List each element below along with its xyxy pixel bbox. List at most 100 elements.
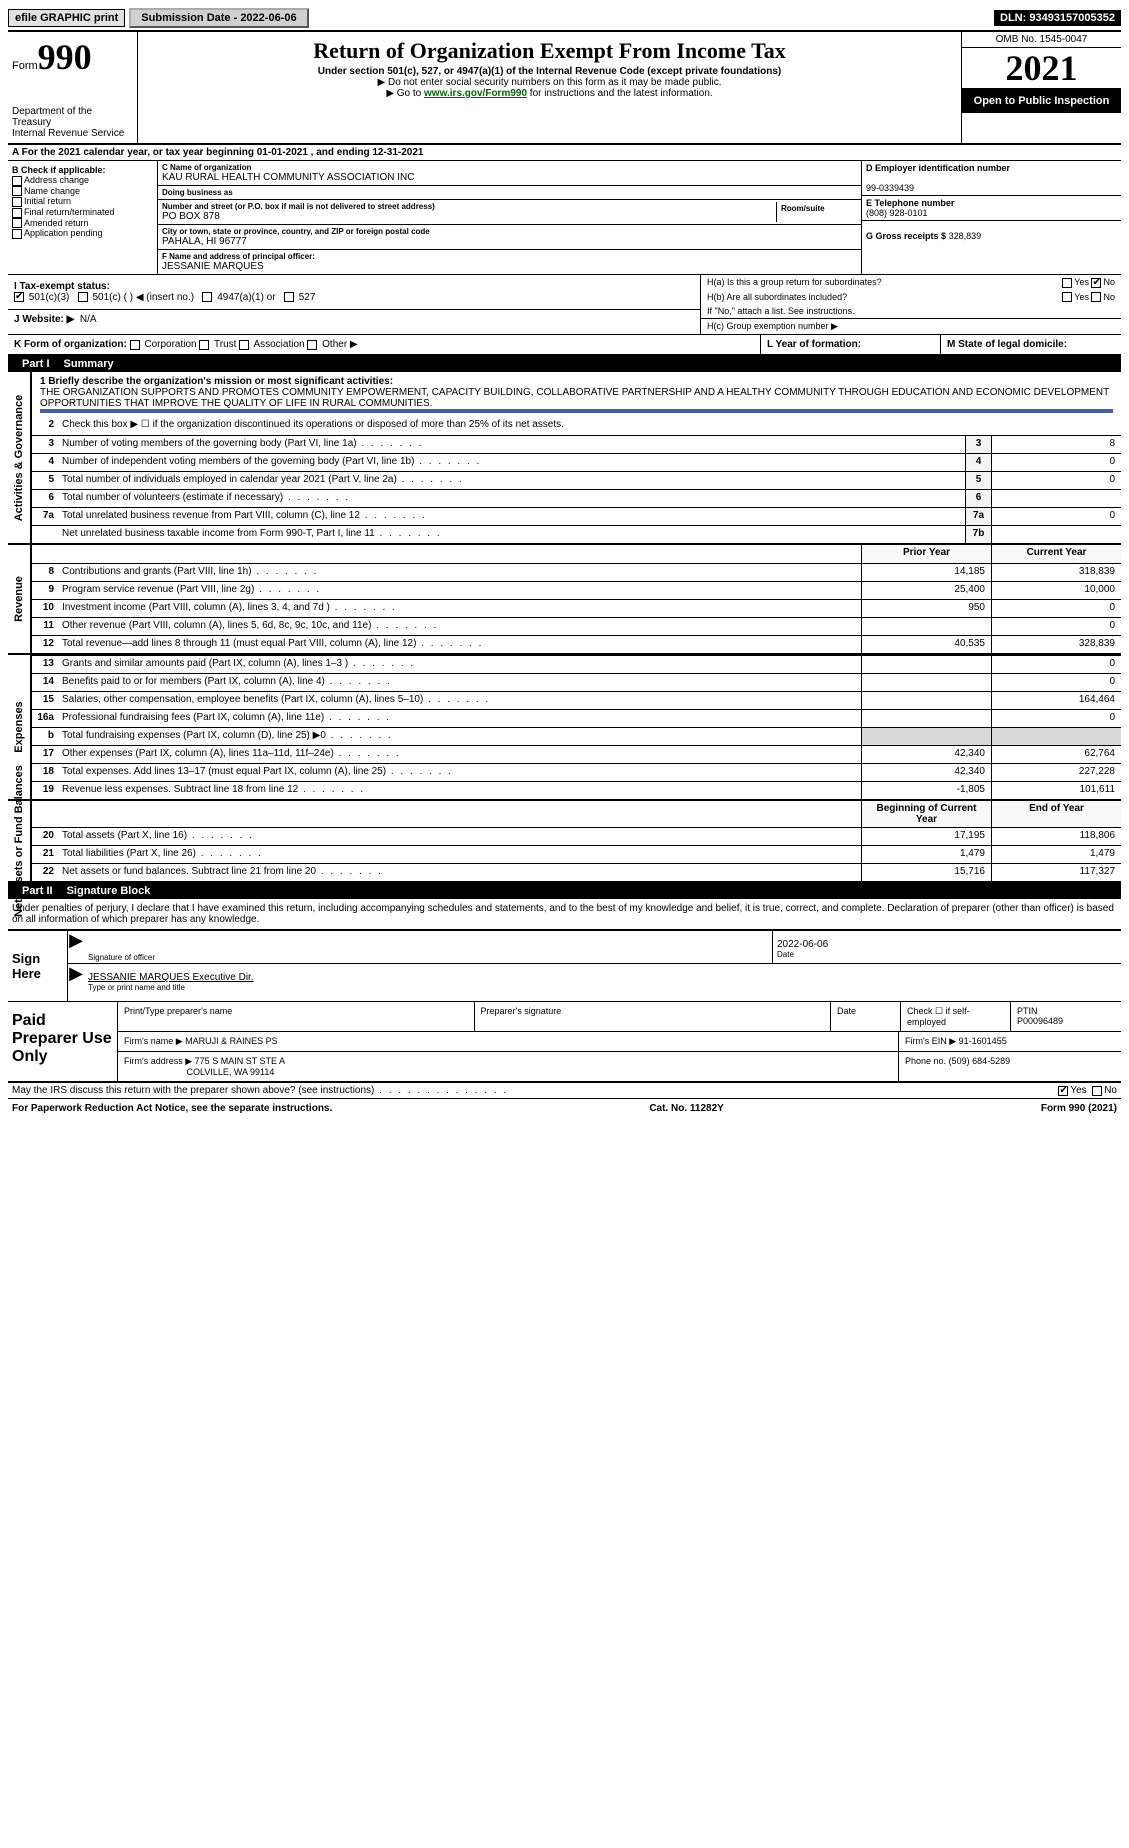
- line-text: Net unrelated business taxable income fr…: [58, 526, 965, 543]
- gross-label: G Gross receipts $: [866, 231, 946, 241]
- section-expenses: Expenses 13Grants and similar amounts pa…: [8, 655, 1121, 801]
- chk-ha-yes[interactable]: [1062, 278, 1072, 288]
- open-to-public: Open to Public Inspection: [962, 89, 1121, 113]
- opt-other: Other ▶: [322, 339, 357, 350]
- chk-corp[interactable]: [130, 340, 140, 350]
- discuss-yes: Yes: [1070, 1085, 1086, 1096]
- chk-527[interactable]: [284, 292, 294, 302]
- gov-line: 6Total number of volunteers (estimate if…: [32, 489, 1121, 507]
- irs-link[interactable]: www.irs.gov/Form990: [424, 88, 527, 99]
- chk-app-pending[interactable]: [12, 229, 22, 239]
- chk-amended[interactable]: [12, 218, 22, 228]
- data-line: 17Other expenses (Part IX, column (A), l…: [32, 745, 1121, 763]
- city-label: City or town, state or province, country…: [162, 227, 857, 236]
- penalty-text: Under penalties of perjury, I declare th…: [8, 899, 1121, 929]
- line-text: Number of voting members of the governin…: [58, 436, 965, 453]
- line-text: Program service revenue (Part VIII, line…: [58, 582, 861, 599]
- line-num: 18: [32, 764, 58, 781]
- line-value: [991, 526, 1121, 543]
- part-ii-header: Part II Signature Block: [8, 883, 1121, 899]
- line-current: 0: [991, 618, 1121, 635]
- line-num: [32, 526, 58, 543]
- line-current: 117,327: [991, 864, 1121, 881]
- gov-line: 5Total number of individuals employed in…: [32, 471, 1121, 489]
- col-b-checkboxes: B Check if applicable: Address change Na…: [8, 161, 158, 274]
- chk-4947[interactable]: [202, 292, 212, 302]
- form-title: Return of Organization Exempt From Incom…: [146, 38, 953, 64]
- chk-name-change[interactable]: [12, 186, 22, 196]
- row-fhij: I Tax-exempt status: 501(c)(3) 501(c) ( …: [8, 275, 1121, 335]
- chk-discuss-no[interactable]: [1092, 1086, 1102, 1096]
- form-footer: Form 990 (2021): [1041, 1103, 1117, 1114]
- data-line: 15Salaries, other compensation, employee…: [32, 691, 1121, 709]
- section-revenue: Revenue Prior Year Current Year 8Contrib…: [8, 545, 1121, 655]
- data-line: 13Grants and similar amounts paid (Part …: [32, 655, 1121, 673]
- chk-address-change[interactable]: [12, 176, 22, 186]
- state-domicile-label: M State of legal domicile:: [947, 339, 1067, 350]
- side-label-exp: Expenses: [13, 702, 25, 753]
- line-prior: [861, 710, 991, 727]
- chk-hb-no[interactable]: [1091, 292, 1101, 302]
- chk-501c3[interactable]: [14, 292, 24, 302]
- form-word: Form: [12, 60, 38, 72]
- opt-corp: Corporation: [144, 339, 196, 350]
- street-label: Number and street (or P.O. box if mail i…: [162, 202, 776, 211]
- line-text: Total expenses. Add lines 13–17 (must eq…: [58, 764, 861, 781]
- irs-label: Internal Revenue Service: [12, 128, 133, 139]
- form-number-big: 990: [38, 37, 92, 77]
- submission-date-button[interactable]: Submission Date - 2022-06-06: [129, 8, 308, 28]
- lbl-app-pending: Application pending: [24, 228, 103, 238]
- opt-4947: 4947(a)(1) or: [217, 292, 275, 303]
- line-num: 6: [32, 490, 58, 507]
- line-num: 15: [32, 692, 58, 709]
- line-text: Investment income (Part VIII, column (A)…: [58, 600, 861, 617]
- line-text: Total assets (Part X, line 16): [58, 828, 861, 845]
- part-i-num: Part I: [16, 358, 56, 370]
- line-num: 3: [32, 436, 58, 453]
- prep-col-name: Print/Type preparer's name: [118, 1002, 475, 1031]
- chk-ha-no[interactable]: [1091, 278, 1101, 288]
- paid-preparer-label: Paid Preparer Use Only: [8, 1002, 118, 1081]
- line-current: 10,000: [991, 582, 1121, 599]
- line-current: 101,611: [991, 782, 1121, 799]
- hb-note: If "No," attach a list. See instructions…: [701, 304, 1121, 318]
- cat-no: Cat. No. 11282Y: [649, 1103, 723, 1114]
- line-num: 12: [32, 636, 58, 653]
- line-current: 118,806: [991, 828, 1121, 845]
- hc-label: H(c) Group exemption number ▶: [701, 318, 1121, 334]
- line-prior: 42,340: [861, 764, 991, 781]
- period-pre: A For the 2021 calendar year, or tax yea…: [12, 147, 257, 158]
- footer-last: For Paperwork Reduction Act Notice, see …: [8, 1099, 1121, 1114]
- chk-initial-return[interactable]: [12, 197, 22, 207]
- chk-501c[interactable]: [78, 292, 88, 302]
- mission-text: THE ORGANIZATION SUPPORTS AND PROMOTES C…: [40, 387, 1113, 409]
- sig-date-label: Date: [777, 950, 794, 959]
- side-label-rev: Revenue: [13, 576, 25, 622]
- gov-line: 4Number of independent voting members of…: [32, 453, 1121, 471]
- firm-ein-label: Firm's EIN ▶: [905, 1036, 956, 1046]
- org-name: KAU RURAL HEALTH COMMUNITY ASSOCIATION I…: [162, 172, 414, 183]
- gov-line: 3Number of voting members of the governi…: [32, 435, 1121, 453]
- line-prior: [861, 674, 991, 691]
- chk-discuss-yes[interactable]: [1058, 1086, 1068, 1096]
- part-i-title: Summary: [64, 358, 114, 370]
- mission-block: 1 Briefly describe the organization's mi…: [32, 372, 1121, 417]
- chk-hb-yes[interactable]: [1062, 292, 1072, 302]
- sig-officer-label: Signature of officer: [88, 953, 155, 962]
- chk-trust[interactable]: [199, 340, 209, 350]
- subtitle-3: ▶ Go to www.irs.gov/Form990 for instruct…: [146, 88, 953, 99]
- line-prior: 15,716: [861, 864, 991, 881]
- line-current: 0: [991, 710, 1121, 727]
- street-value: PO BOX 878: [162, 211, 220, 222]
- data-line: 12Total revenue—add lines 8 through 11 (…: [32, 635, 1121, 653]
- city-value: PAHALA, HI 96777: [162, 236, 247, 247]
- chk-assoc[interactable]: [239, 340, 249, 350]
- line-2-num: 2: [32, 417, 58, 435]
- hb-label: H(b) Are all subordinates included?: [707, 292, 1062, 303]
- line-num: 17: [32, 746, 58, 763]
- chk-other[interactable]: [307, 340, 317, 350]
- line-text: Total liabilities (Part X, line 26): [58, 846, 861, 863]
- chk-final-return[interactable]: [12, 208, 22, 218]
- line-text: Revenue less expenses. Subtract line 18 …: [58, 782, 861, 799]
- ptin-label: PTIN: [1017, 1006, 1038, 1016]
